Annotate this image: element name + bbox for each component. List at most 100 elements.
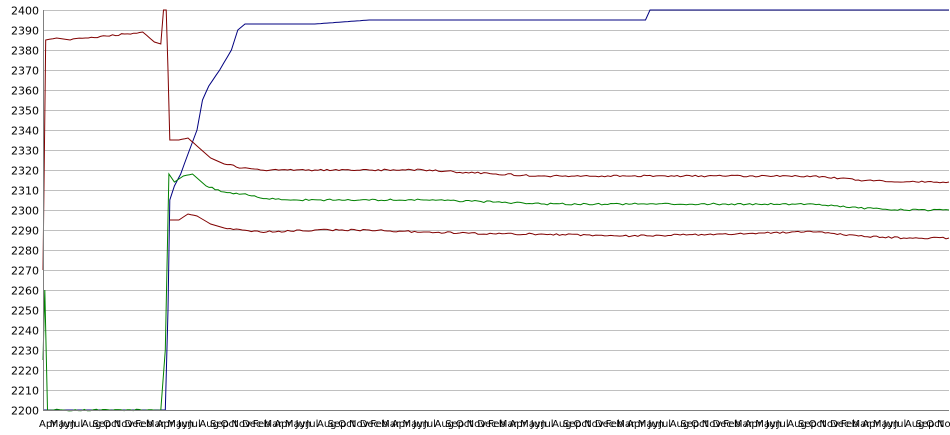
y-tick-label: 2340 [11,125,39,138]
x-tick-label: Jul [188,419,201,430]
x-tick-label: Jul [541,419,554,430]
x-tick-label: Mar [852,419,872,430]
x-axis-tick-labels: AprMayJunJulAugSepOctNovDecFebMarAprMayJ… [39,419,950,430]
x-tick-label: Mar [734,419,754,430]
x-tick-label: Oct [926,419,943,430]
y-tick-label: 2330 [11,145,39,158]
x-tick-label: Apr [745,419,763,430]
x-tick-label: Mar [616,419,636,430]
series-line-3 [42,9,950,271]
x-tick-label: Aug [199,419,219,430]
x-tick-label: Oct [809,419,826,430]
x-tick-label: Feb [723,419,741,430]
x-tick-label: Aug [317,419,337,430]
x-tick-label: Feb [488,419,506,430]
x-tick-label: Aug [905,419,925,430]
x-tick-label: Nov [584,419,604,430]
x-tick-label: Sep [798,419,817,430]
x-tick-label: Nov [819,419,839,430]
x-tick-label: May [285,419,306,430]
y-tick-label: 2260 [11,285,39,298]
x-tick-label: Jul [305,419,318,430]
y-tick-label: 2380 [11,45,39,58]
x-tick-label: Apr [862,419,880,430]
y-tick-label: 2240 [11,325,39,338]
horizontal-gridlines [43,10,949,411]
x-tick-label: Apr [627,419,645,430]
y-tick-label: 2320 [11,165,39,178]
x-tick-label: Dec [595,419,614,430]
x-tick-label: May [755,419,776,430]
y-axis-tick-labels: 2200 2210 2220 2230 2240 2250 2260 2270 2280 2290… [11,5,39,418]
x-tick-label: May [873,419,894,430]
x-tick-label: Sep [210,419,229,430]
x-tick-label: Mar [381,419,401,430]
x-tick-label: Jul [423,419,436,430]
x-tick-label: Dec [360,419,379,430]
x-tick-label: Sep [916,419,935,430]
x-tick-label: Aug [435,419,455,430]
x-tick-label: Sep [93,419,112,430]
x-tick-label: Aug [82,419,102,430]
y-tick-label: 2360 [11,85,39,98]
x-tick-label: Dec [242,419,261,430]
x-tick-label: Feb [606,419,624,430]
y-tick-label: 2280 [11,245,39,258]
x-tick-label: Apr [392,419,410,430]
x-tick-label: May [520,419,541,430]
x-tick-label: Apr [157,419,175,430]
x-tick-label: Oct [691,419,708,430]
x-tick-label: Sep [328,419,347,430]
x-tick-label: Aug [552,419,572,430]
x-tick-label: Jun [647,419,664,430]
y-tick-label: 2300 [11,205,39,218]
y-tick-label: 2390 [11,25,39,38]
x-tick-label: Aug [670,419,690,430]
x-tick-label: Sep [445,419,464,430]
x-tick-label: Nov [467,419,487,430]
x-tick-label: Aug [787,419,807,430]
y-tick-label: 2290 [11,225,39,238]
x-tick-label: Sep [563,419,582,430]
y-tick-label: 2210 [11,385,39,398]
x-tick-label: Dec [830,419,849,430]
x-tick-label: Oct [103,419,120,430]
x-tick-label: Jun [765,419,782,430]
x-tick-label: Nov [231,419,251,430]
x-tick-label: Mar [264,419,284,430]
series-line-1 [43,9,949,411]
y-tick-label: 2250 [11,305,39,318]
x-tick-label: Jun [883,419,900,430]
x-tick-label: Oct [338,419,355,430]
x-tick-label: Feb [370,419,388,430]
x-tick-label: Jul [893,419,906,430]
x-tick-label: Jul [776,419,789,430]
series-line-4 [169,213,950,240]
y-tick-label: 2310 [11,185,39,198]
series-lines [42,9,950,412]
x-tick-label: Dec [713,419,732,430]
x-tick-label: May [167,419,188,430]
x-tick-label: Mar [146,419,166,430]
x-tick-label: May [50,419,71,430]
x-tick-label: Oct [221,419,238,430]
x-tick-label: Oct [574,419,591,430]
y-tick-label: 2220 [11,365,39,378]
x-tick-label: Dec [125,419,144,430]
x-tick-label: Apr [39,419,57,430]
x-tick-label: Jul [70,419,83,430]
series-line-2 [42,172,950,412]
x-tick-label: Nov [937,419,950,430]
x-tick-label: Oct [456,419,473,430]
x-tick-label: May [403,419,424,430]
x-tick-label: May [638,419,659,430]
y-tick-label: 2230 [11,345,39,358]
x-tick-label: Jun [59,419,76,430]
y-tick-label: 2350 [11,105,39,118]
y-tick-label: 2370 [11,65,39,78]
x-tick-label: Nov [702,419,722,430]
x-tick-label: Nov [349,419,369,430]
x-tick-label: Jun [412,419,429,430]
